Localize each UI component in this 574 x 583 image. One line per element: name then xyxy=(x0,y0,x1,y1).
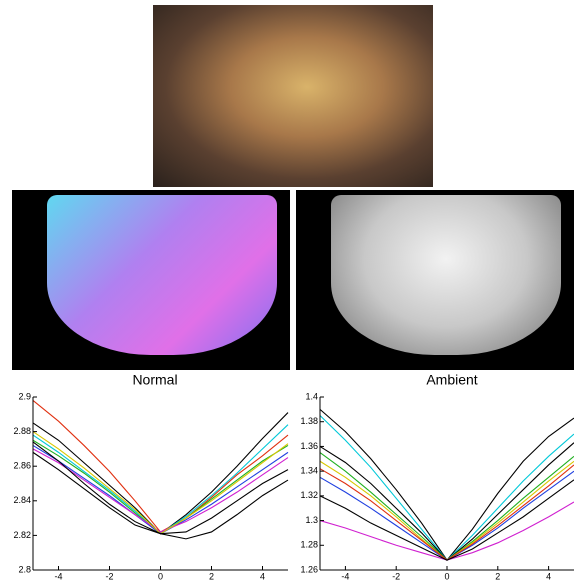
y-tick-label: 1.32 xyxy=(300,490,318,500)
data-line xyxy=(33,442,288,534)
figure: Normal Ambient 2.8 2.82 2.84 2.86 2.88 2.9 -4 -… xyxy=(0,0,574,583)
x-tick-label: 4 xyxy=(260,571,265,581)
y-tick-label: 1.28 xyxy=(300,540,318,550)
y-tick-label: 2.86 xyxy=(13,461,31,471)
x-tick-label: 2 xyxy=(209,571,214,581)
x-tick-label: -2 xyxy=(105,571,113,581)
data-line xyxy=(33,413,288,534)
data-line xyxy=(320,502,574,560)
caption: Ambient xyxy=(426,372,477,388)
caption: Normal xyxy=(132,372,177,388)
x-tick-label: 0 xyxy=(158,571,163,581)
data-line xyxy=(33,440,288,533)
x-tick-label: 0 xyxy=(444,571,449,581)
charts: Normal Ambient 2.8 2.82 2.84 2.86 2.88 2.9 -4 -… xyxy=(0,0,574,583)
y-tick-label: 1.36 xyxy=(300,441,318,451)
y-tick-label: 1.4 xyxy=(305,391,318,401)
x-tick-label: -2 xyxy=(392,571,400,581)
y-tick-label: 2.82 xyxy=(13,530,31,540)
data-line xyxy=(33,400,288,531)
data-line xyxy=(320,443,574,560)
data-line xyxy=(320,465,574,560)
y-tick-label: 2.84 xyxy=(13,495,31,505)
y-tick-label: 1.38 xyxy=(300,416,318,426)
x-tick-label: -4 xyxy=(54,571,62,581)
y-tick-label: 1.3 xyxy=(305,515,318,525)
y-tick-label: 1.26 xyxy=(300,564,318,574)
y-tick-label: 2.8 xyxy=(18,564,31,574)
data-line xyxy=(320,461,574,560)
x-tick-label: 4 xyxy=(546,571,551,581)
x-tick-label: 2 xyxy=(495,571,500,581)
y-tick-label: 1.34 xyxy=(300,466,318,476)
data-line xyxy=(33,432,288,534)
x-tick-label: -4 xyxy=(341,571,349,581)
y-tick-label: 2.9 xyxy=(18,391,31,401)
data-line xyxy=(320,409,574,560)
y-tick-label: 2.88 xyxy=(13,426,31,436)
